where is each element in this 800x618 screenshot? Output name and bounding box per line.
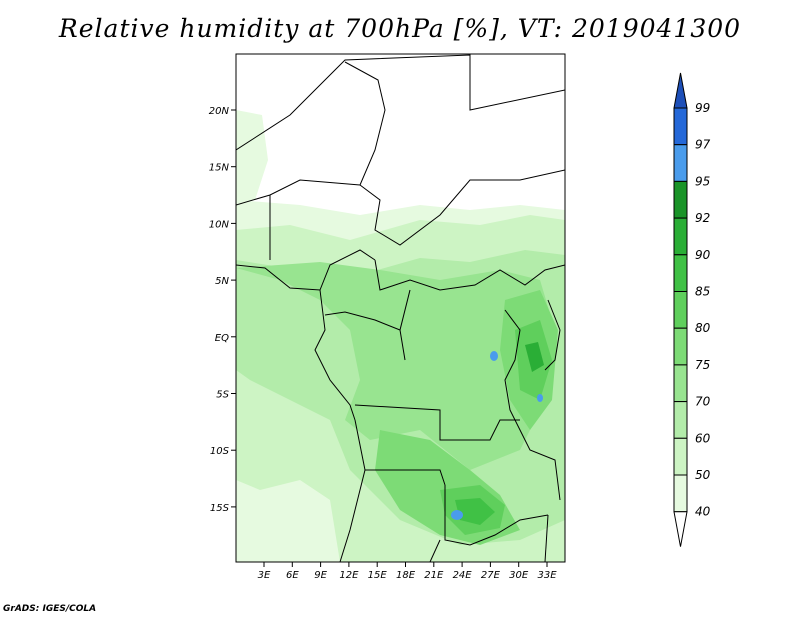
colorbar-label: 99: [695, 101, 710, 115]
lon-tick-label: 12E: [339, 570, 359, 581]
border-line: [236, 54, 565, 151]
lon-tick-label: 18E: [396, 570, 416, 581]
grads-credit: GrADS: IGES/COLA: [3, 604, 97, 614]
humidity-field: [236, 110, 565, 562]
border-line: [354, 419, 446, 486]
rh-region-97b: [490, 351, 498, 361]
lon-tick-label: 6E: [286, 570, 299, 581]
colorbar-label: 40: [695, 505, 711, 519]
border-line: [339, 469, 366, 562]
lon-tick-label: 24E: [453, 570, 473, 581]
lat-tick-label: 5N: [215, 276, 229, 287]
lat-tick-label: 15N: [209, 163, 230, 174]
border-line: [544, 514, 549, 562]
colorbar-label: 75: [695, 358, 710, 372]
border-line: [354, 404, 520, 441]
lon-tick-label: 3E: [258, 570, 271, 581]
border-line: [444, 485, 549, 546]
map-frame: [235, 53, 566, 563]
lat-tick-label: 10N: [209, 219, 230, 230]
colorbar-label: 97: [695, 138, 711, 152]
colorbar-swatch: [673, 144, 688, 182]
border-line: [504, 309, 561, 501]
lon-tick-label: 27E: [481, 570, 501, 581]
longitude-axis: 3E 6E 9E 12E 15E 18E 21E 24E 27E 30E 33E: [258, 562, 557, 581]
country-borders: [236, 54, 565, 562]
rh-region-97c: [537, 394, 543, 402]
colorbar-swatch: [673, 254, 688, 293]
lat-tick-label: 10S: [210, 446, 230, 457]
border-line: [429, 539, 441, 562]
border-line: [314, 289, 356, 421]
colorbar-swatch: [673, 474, 688, 513]
colorbar-swatch: [673, 217, 688, 256]
colorbar-swatch: [673, 364, 688, 403]
rh-region-75: [236, 262, 555, 470]
latitude-axis: 20N 15N 10N 5N EQ 5S 10S 15S: [209, 106, 236, 514]
lon-tick-label: 9E: [314, 570, 327, 581]
rh-region-90: [455, 498, 495, 525]
colorbar-label: 80: [695, 321, 711, 335]
colorbar-bottom-arrow: [673, 511, 688, 547]
border-line: [544, 299, 561, 371]
rh-region-50-north: [236, 110, 268, 205]
border-line: [236, 179, 361, 206]
lat-tick-label: 20N: [209, 106, 230, 117]
map-title: Relative humidity at 700hPa [%], VT: 201…: [58, 14, 742, 43]
colorbar-swatch: [673, 107, 688, 146]
lon-tick-label: 15E: [368, 570, 388, 581]
colorbar-swatch: [673, 327, 688, 366]
border-line: [374, 259, 565, 291]
lat-tick-label: 15S: [210, 503, 230, 514]
lat-tick-label: EQ: [215, 333, 229, 344]
colorbar-swatch: [673, 291, 688, 329]
border-line: [324, 311, 406, 361]
colorbar-label: 90: [695, 248, 711, 262]
border-line: [344, 61, 565, 246]
colorbar-label: 95: [695, 174, 710, 188]
colorbar: 40 50 60 70 75 80 85 90 92 95 97 99: [673, 72, 711, 547]
border-line: [399, 289, 411, 331]
colorbar-label: 70: [695, 395, 711, 409]
colorbar-swatch: [673, 180, 688, 219]
colorbar-label: 60: [695, 431, 711, 445]
lon-tick-label: 30E: [509, 570, 529, 581]
colorbar-swatch: [673, 401, 688, 439]
lon-tick-label: 21E: [424, 570, 444, 581]
colorbar-top-arrow: [673, 72, 688, 109]
lon-tick-label: 33E: [537, 570, 557, 581]
lat-tick-label: 5S: [216, 390, 229, 401]
rh-region-95: [525, 342, 544, 372]
colorbar-label: 92: [695, 211, 710, 225]
colorbar-swatch: [673, 437, 688, 476]
colorbar-label: 85: [695, 285, 710, 299]
rh-region-97: [451, 510, 463, 520]
colorbar-label: 50: [695, 468, 711, 482]
